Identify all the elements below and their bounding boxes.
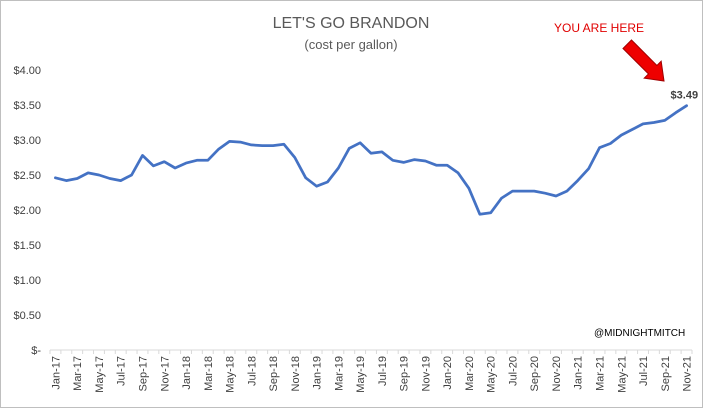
x-tick-label: Sep-20	[529, 356, 541, 391]
chart-title: LET'S GO BRANDON	[273, 15, 430, 32]
x-tick-label: Nov-19	[420, 356, 432, 391]
x-tick-label: May-20	[486, 356, 498, 393]
x-tick-label: Mar-18	[203, 356, 215, 391]
x-tick-label: Sep-19	[399, 356, 411, 391]
y-tick-label: $-	[31, 345, 41, 357]
x-tick-label: Sep-18	[268, 356, 280, 391]
y-tick-label: $1.00	[13, 275, 41, 287]
x-tick-label: May-18	[225, 356, 237, 393]
x-tick-label: Mar-21	[595, 356, 607, 391]
y-tick-label: $1.50	[13, 240, 41, 252]
x-tick-label: May-21	[616, 356, 628, 393]
y-tick-label: $4.00	[13, 65, 41, 77]
y-tick-label: $2.00	[13, 205, 41, 217]
plot-area: $3.49	[54, 90, 699, 216]
x-tick-label: Jul-18	[246, 356, 258, 386]
x-tick-label: Nov-17	[159, 356, 171, 391]
y-axis: $- $0.50 $1.00 $1.50 $2.00 $2.50 $3.00 $3.50 $4.…	[13, 65, 41, 357]
x-tick-label: Jul-21	[638, 356, 650, 386]
callout-text: YOU ARE HERE	[554, 21, 644, 35]
x-tick-label: Mar-19	[333, 356, 345, 391]
x-tick-label: Mar-20	[464, 356, 476, 391]
series-line	[54, 104, 688, 216]
x-tick-label: Mar-17	[72, 356, 84, 391]
x-tick-label: Jan-17	[50, 356, 62, 390]
x-tick-label: Nov-21	[682, 356, 694, 391]
x-tick-label: Jan-18	[181, 356, 193, 390]
callout-arrow	[622, 39, 665, 82]
chart-subtitle: (cost per gallon)	[304, 37, 397, 52]
x-tick-label: May-19	[355, 356, 367, 393]
y-tick-label: $2.50	[13, 170, 41, 182]
x-tick-label: Nov-20	[551, 356, 563, 391]
x-tick-label: May-17	[94, 356, 106, 393]
y-tick-label: $3.00	[13, 135, 41, 147]
x-tick-label: Sep-21	[660, 356, 672, 391]
y-tick-label: $0.50	[13, 310, 41, 322]
data-label-last: $3.49	[671, 90, 699, 102]
x-tick-label: Sep-17	[137, 356, 149, 391]
x-tick-label: Jul-20	[507, 356, 519, 386]
credit-text: @MIDNIGHTMITCH	[594, 328, 685, 339]
x-tick-label: Nov-18	[290, 356, 302, 391]
y-tick-label: $3.50	[13, 100, 41, 112]
x-tick-label: Jul-17	[116, 356, 128, 386]
x-tick-label: Jan-21	[573, 356, 585, 390]
x-tick-label: Jan-19	[312, 356, 324, 390]
x-axis: Jan-17 Mar-17 May-17 Jul-17 Sep-17 Nov-17 Jan-…	[49, 349, 694, 393]
x-tick-label: Jan-20	[442, 356, 454, 390]
x-tick-label: Jul-19	[377, 356, 389, 386]
